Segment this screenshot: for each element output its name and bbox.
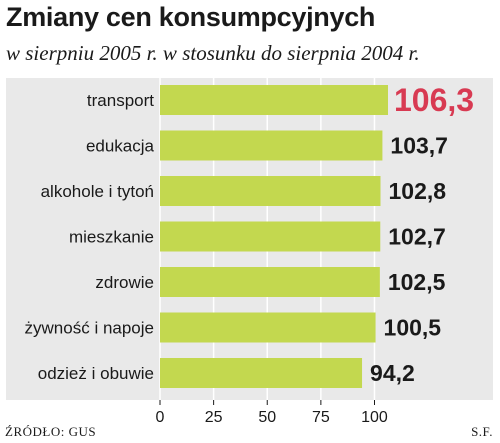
category-label: mieszkanie — [69, 228, 154, 247]
category-label: żywność i napoje — [25, 319, 154, 338]
bar-1 — [160, 130, 383, 161]
x-tick-label: 75 — [312, 409, 330, 426]
bar-6 — [160, 358, 363, 388]
bar-2 — [160, 176, 381, 206]
value-label: 100,5 — [384, 315, 442, 341]
x-tick-label: 100 — [361, 409, 388, 426]
bar-5 — [160, 312, 376, 343]
chart-subtitle: w sierpniu 2005 r. w stosunku do sierpni… — [6, 41, 420, 65]
value-label: 102,7 — [388, 224, 446, 250]
chart-title: Zmiany cen konsumpcyjnych — [6, 2, 376, 32]
value-label: 103,7 — [390, 133, 448, 159]
x-tick-label: 50 — [258, 409, 276, 426]
category-label: zdrowie — [95, 273, 154, 292]
author-initials: S.F. — [471, 424, 493, 439]
bar-3 — [160, 221, 381, 252]
value-label: 102,8 — [388, 178, 446, 204]
value-label: 94,2 — [370, 360, 415, 386]
category-label: transport — [87, 91, 154, 110]
category-label: odzież i obuwie — [38, 364, 154, 383]
source-note: ŹRÓDŁO: GUS — [5, 424, 97, 439]
x-tick-label: 25 — [205, 409, 223, 426]
bar-4 — [160, 267, 380, 297]
value-label: 102,5 — [388, 269, 446, 295]
x-tick-label: 0 — [156, 409, 165, 426]
category-label: alkohole i tytoń — [41, 182, 154, 201]
category-label: edukacja — [86, 137, 155, 156]
bar-0 — [160, 85, 388, 115]
value-label-highlight: 106,3 — [394, 82, 474, 118]
